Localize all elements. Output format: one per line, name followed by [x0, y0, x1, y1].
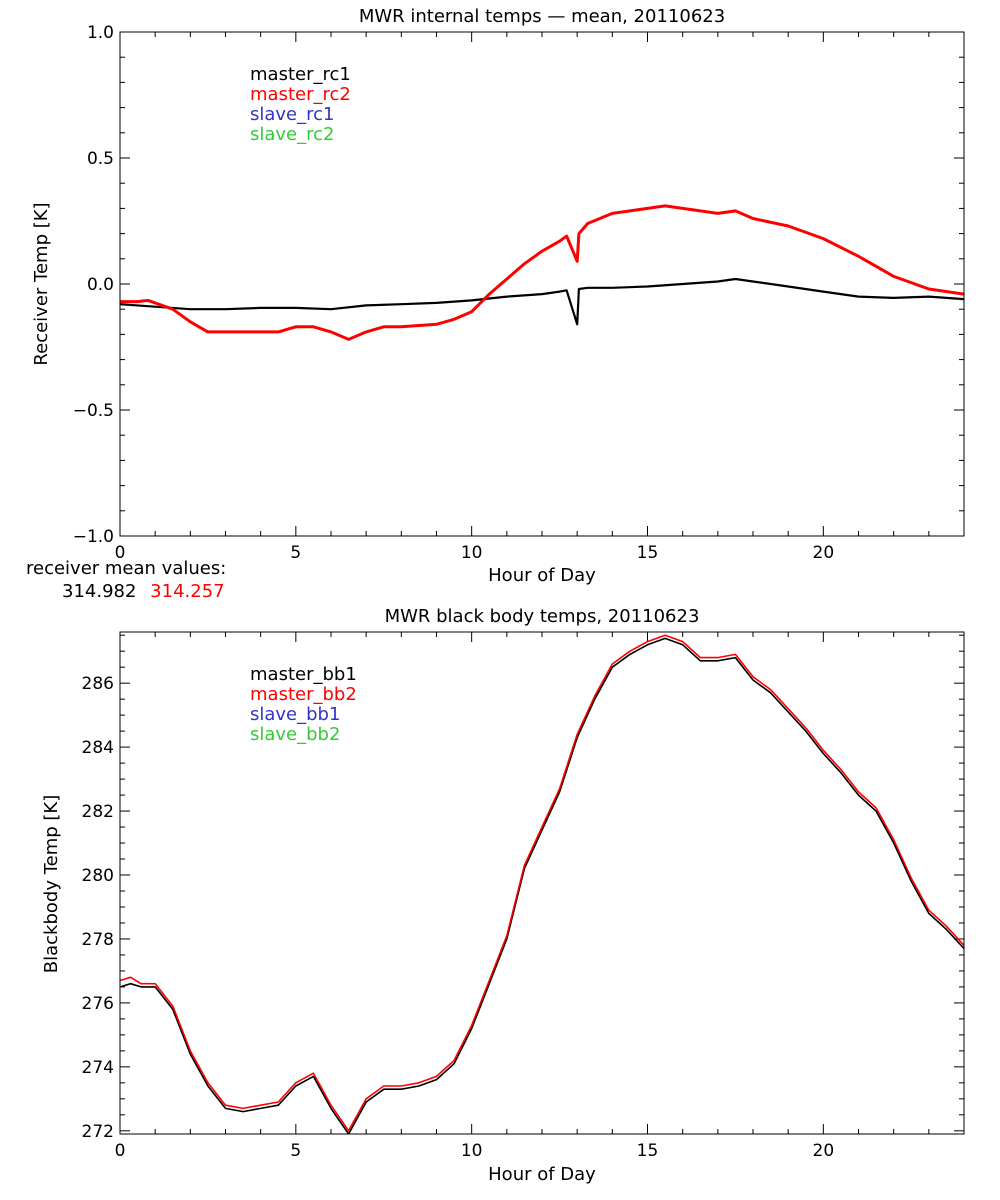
y-tick-label: 1.0: [87, 23, 114, 43]
legend-entry-master-rc1: master_rc1: [250, 64, 351, 85]
x-tick-label: 20: [813, 1141, 835, 1161]
x-tick-label: 0: [115, 1141, 126, 1161]
series-line-master-rc2: [120, 204, 964, 341]
legend-entry-master-bb1: master_bb1: [250, 664, 357, 685]
y-tick-label: 280: [82, 866, 114, 886]
legend-entry-slave-bb1: slave_bb1: [250, 704, 340, 725]
y-tick-label: 282: [82, 802, 114, 822]
series-line-master-bb1: [120, 637, 964, 1134]
plot-frame: [119, 631, 965, 1135]
chart-title: MWR internal temps — mean, 20110623: [359, 6, 725, 27]
y-tick-label: −0.5: [73, 401, 114, 421]
receiver-mean-label: receiver mean values:: [26, 558, 227, 579]
y-axis-label: Blackbody Temp [K]: [41, 795, 62, 973]
x-tick-label: 20: [813, 543, 835, 563]
x-axis-label: Hour of Day: [488, 565, 596, 586]
receiver-temp-chart: MWR internal temps — mean, 20110623 0 5 10…: [31, 6, 965, 586]
blackbody-temp-chart: MWR black body temps, 20110623 0 5 10 15 20 2…: [41, 606, 965, 1185]
series-line-master-rc1: [120, 277, 964, 326]
y-tick-label: −1.0: [73, 527, 114, 547]
x-tick-label: 5: [290, 1141, 301, 1161]
y-tick-label: 278: [82, 930, 114, 950]
y-axis-label: Receiver Temp [K]: [31, 202, 52, 365]
legend-entry-master-bb2: master_bb2: [250, 684, 357, 705]
legend-entry-slave-bb2: slave_bb2: [250, 724, 340, 745]
y-tick-label: 274: [82, 1058, 114, 1078]
receiver-mean-value-master-rc1: 314.982: [62, 581, 137, 602]
x-tick-label: 0: [115, 543, 126, 563]
plot-frame: [119, 31, 965, 537]
y-tick-label: 284: [82, 738, 114, 758]
y-tick-label: 0.0: [87, 275, 114, 295]
y-tick-label: 286: [82, 674, 114, 694]
chart-title: MWR black body temps, 20110623: [385, 606, 700, 627]
receiver-mean-value-master-rc2: 314.257: [150, 581, 225, 602]
y-tick-label: 0.5: [87, 149, 114, 169]
x-tick-label: 10: [461, 543, 483, 563]
legend-entry-slave-rc1: slave_rc1: [250, 104, 335, 125]
x-tick-label: 15: [637, 543, 659, 563]
y-tick-label: 276: [82, 994, 114, 1014]
series-line-master-bb2: [120, 634, 964, 1132]
x-axis-label: Hour of Day: [488, 1164, 596, 1185]
x-tick-label: 15: [637, 1141, 659, 1161]
y-tick-label: 272: [82, 1122, 114, 1142]
legend-entry-slave-rc2: slave_rc2: [250, 124, 335, 145]
legend-entry-master-rc2: master_rc2: [250, 84, 351, 105]
x-tick-label: 5: [290, 543, 301, 563]
receiver-mean-annotation: receiver mean values: 314.982 314.257: [26, 558, 286, 602]
x-tick-label: 10: [461, 1141, 483, 1161]
